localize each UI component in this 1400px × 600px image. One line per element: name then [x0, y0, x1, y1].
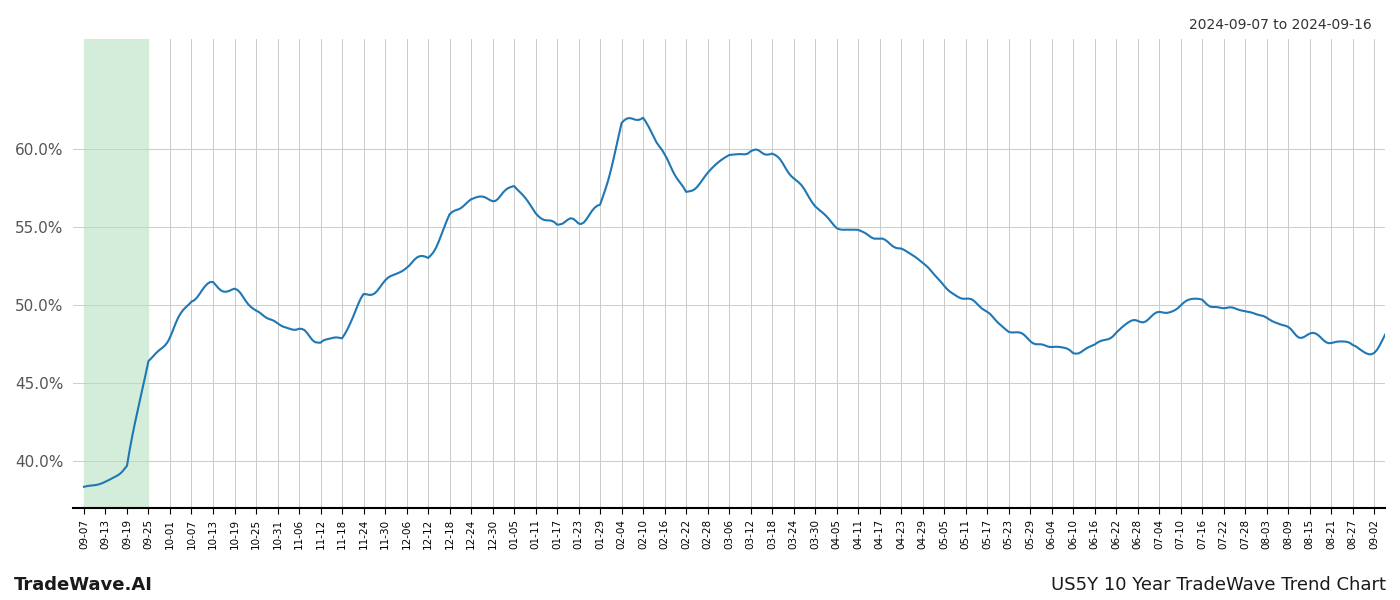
Text: US5Y 10 Year TradeWave Trend Chart: US5Y 10 Year TradeWave Trend Chart: [1051, 576, 1386, 594]
Bar: [84, 39, 148, 508]
Text: TradeWave.AI: TradeWave.AI: [14, 576, 153, 594]
Text: 2024-09-07 to 2024-09-16: 2024-09-07 to 2024-09-16: [1189, 18, 1372, 32]
